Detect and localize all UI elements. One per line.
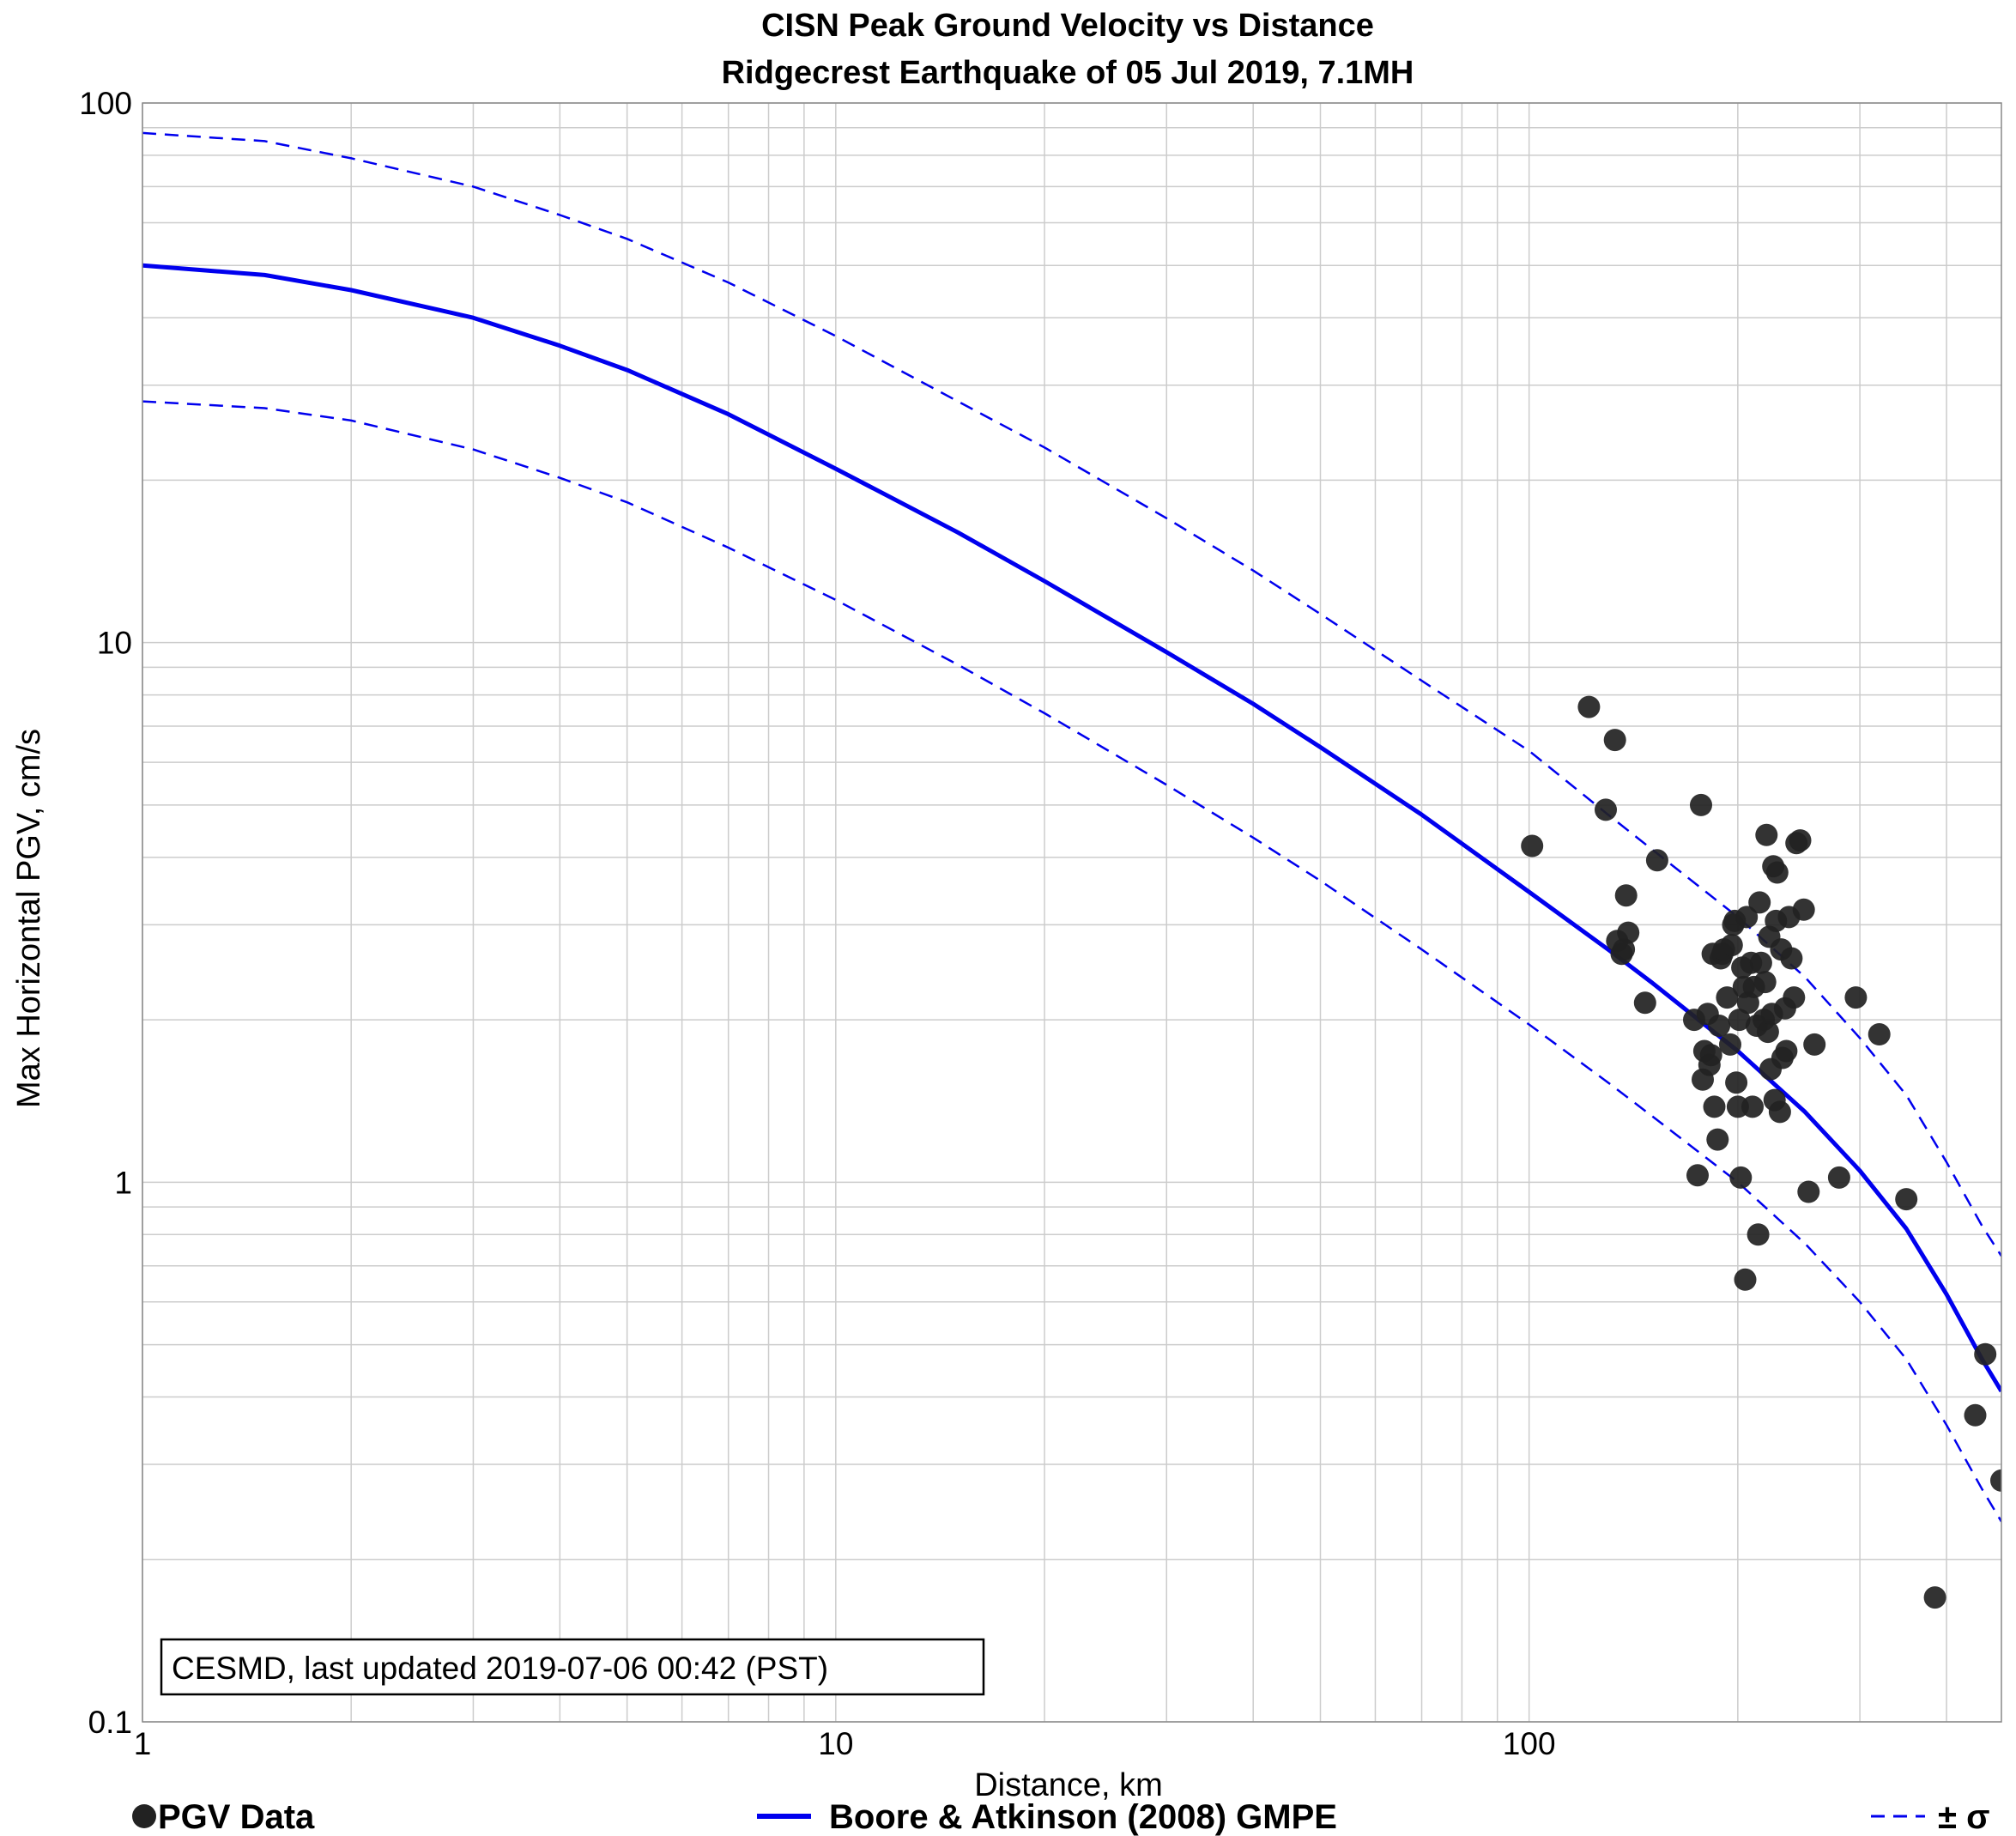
pgv-data-point bbox=[1735, 906, 1759, 929]
pgv-data-point bbox=[1645, 849, 1668, 872]
x-tick-label: 1 bbox=[134, 1726, 152, 1761]
x-tick-label: 100 bbox=[1503, 1726, 1556, 1761]
gmpe-curve bbox=[142, 263, 2001, 1393]
pgv-data-point bbox=[1792, 898, 1815, 921]
pgv-data-point bbox=[1617, 921, 1640, 944]
pgv-data-point bbox=[1768, 1100, 1791, 1124]
pgv-data-point bbox=[1783, 986, 1806, 1009]
pgv-data-point bbox=[1895, 1188, 1918, 1211]
pgv-data-point bbox=[1827, 1166, 1850, 1189]
y-tick-label: 100 bbox=[79, 86, 132, 121]
pgv-data-point bbox=[1521, 834, 1544, 857]
pgv-data-point bbox=[1741, 1095, 1764, 1118]
sigma-lower-curve bbox=[142, 400, 2001, 1523]
pgv-data-point bbox=[1748, 891, 1771, 914]
pgv-data-point bbox=[1595, 798, 1617, 821]
pgv-data-point bbox=[1756, 1021, 1779, 1044]
pgv-data-point bbox=[1577, 695, 1601, 718]
chart-subtitle: Ridgecrest Earthquake of 05 Jul 2019, 7.… bbox=[722, 55, 1414, 91]
grid-lines bbox=[142, 102, 2001, 1723]
pgv-data-point bbox=[1603, 729, 1626, 752]
pgv-data-point bbox=[1803, 1033, 1826, 1056]
y-tick-label: 10 bbox=[97, 626, 132, 661]
pgv-data-point bbox=[1699, 1044, 1722, 1067]
pgv-data-point bbox=[1729, 1166, 1753, 1189]
x-tick-label: 10 bbox=[818, 1726, 853, 1761]
pgv-data-point bbox=[1716, 986, 1739, 1009]
legend-marker-pgv-data bbox=[132, 1804, 156, 1828]
y-tick-label: 1 bbox=[114, 1165, 132, 1200]
sigma-upper-curve bbox=[142, 131, 2001, 1257]
annotation-text: CESMD, last updated 2019-07-06 00:42 (PS… bbox=[172, 1651, 828, 1686]
pgv-data-point bbox=[1923, 1586, 1946, 1609]
pgv-data-point bbox=[1789, 829, 1812, 852]
pgv-data-point bbox=[1614, 884, 1638, 907]
legend: PGV Data Boore & Atkinson (2008) GMPE ± … bbox=[132, 1798, 1989, 1836]
pgv-data-point bbox=[1633, 991, 1656, 1015]
pgv-data-point bbox=[1690, 793, 1712, 816]
pgv-data-point bbox=[1747, 1223, 1770, 1246]
pgv-data-point bbox=[1868, 1023, 1891, 1045]
pgv-data-point bbox=[1703, 1095, 1726, 1118]
pgv-data-point bbox=[1765, 861, 1789, 884]
y-tick-label: 0.1 bbox=[88, 1705, 132, 1740]
pgv-data-point bbox=[1720, 934, 1743, 957]
pgv-data-point bbox=[1797, 1180, 1820, 1203]
pgv-data-point bbox=[1780, 947, 1803, 970]
pgv-data-point bbox=[1706, 1128, 1729, 1151]
pgv-data-point bbox=[1725, 1071, 1748, 1094]
legend-label-gmpe: Boore & Atkinson (2008) GMPE bbox=[829, 1798, 1337, 1836]
pgv-data-point bbox=[1728, 1009, 1751, 1032]
annotation-box bbox=[160, 1638, 985, 1696]
chart-title: CISN Peak Ground Velocity vs Distance bbox=[761, 8, 1374, 44]
pgv-data-point bbox=[1613, 938, 1636, 961]
legend-label-sigma: ± σ bbox=[1938, 1798, 1989, 1836]
pgv-data-point bbox=[1964, 1403, 1987, 1427]
x-axis-label: Distance, km bbox=[974, 1767, 1163, 1803]
pgv-data-point bbox=[1686, 1164, 1709, 1187]
pgv-data-point bbox=[1775, 1039, 1798, 1063]
pgv-data-point bbox=[1708, 1015, 1731, 1037]
pgv-data-point bbox=[1749, 951, 1772, 974]
pgv-data-point bbox=[1755, 823, 1778, 846]
y-axis-label: Max Horizontal PGV, cm/s bbox=[11, 729, 47, 1108]
plot-frame bbox=[142, 102, 2002, 1723]
pgv-data-point bbox=[1719, 1033, 1741, 1056]
pgv-data-point bbox=[1990, 1469, 2001, 1492]
pgv-data-point bbox=[1734, 1268, 1757, 1291]
pgv-data-point bbox=[1974, 1342, 1997, 1366]
series-layer bbox=[142, 131, 2001, 1609]
pgv-data-point bbox=[1753, 971, 1777, 994]
pgv-data-point bbox=[1844, 986, 1868, 1009]
legend-label-pgv-data: PGV Data bbox=[158, 1798, 315, 1836]
